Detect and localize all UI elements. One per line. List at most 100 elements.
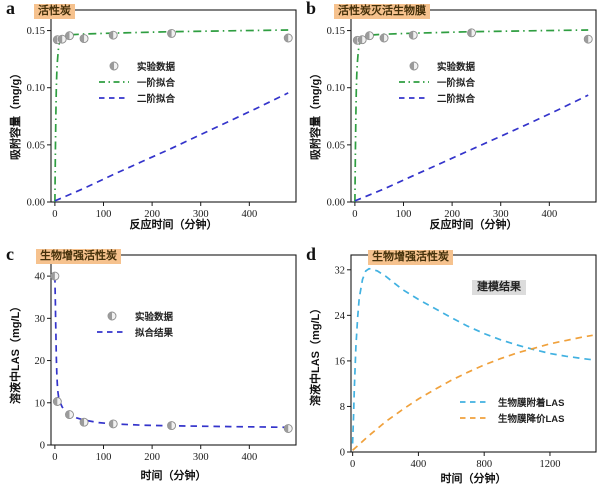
legend-line-sample-icon	[97, 330, 127, 333]
x-tick-label: 200	[144, 452, 160, 463]
data-point-marker	[409, 61, 419, 70]
x-tick-label: 0	[350, 459, 355, 470]
data-point-marker	[167, 421, 177, 431]
panel-b-title-badge: 活性炭灭活生物膜	[334, 4, 430, 19]
legend-item-label: 一阶拟合	[137, 77, 176, 89]
legend-line-sample-icon	[399, 80, 429, 83]
legend-item-label: 生物膜降价LAS	[498, 413, 565, 425]
legend-item-label: 生物膜附着LAS	[498, 397, 565, 409]
panel-d-annotation-badge: 建模结果	[472, 280, 526, 295]
legend-item: 拟合结果	[95, 324, 173, 339]
legend-item: 二阶拟合	[397, 90, 475, 105]
data-point-marker	[408, 30, 418, 40]
y-tick-label: 0.10	[27, 83, 45, 94]
data-point-marker	[467, 28, 477, 38]
legend-item-label: 拟合结果	[135, 327, 174, 339]
data-point-marker	[57, 34, 67, 44]
x-tick-label: 1200	[539, 459, 560, 470]
plot-border	[50, 9, 297, 203]
x-tick-label: 400	[541, 209, 557, 220]
panel-c-x-axis-label: 时间（分钟）	[140, 470, 207, 482]
legend-marker-icon	[109, 61, 119, 70]
y-tick-label: 0.10	[327, 83, 345, 94]
y-tick-label: 0.05	[27, 140, 45, 151]
panel-a-x-axis-label: 反应时间（分钟）	[129, 219, 218, 231]
panel-d-legend: 生物膜附着LAS 生物膜降价LAS	[458, 394, 565, 425]
legend-item-label: 实验数据	[135, 311, 174, 323]
panel-a-legend: 实验数据一阶拟合二阶拟合	[97, 58, 175, 105]
chart-b: 0 100 200 300 400 0.00 0.05 0.10 0.15	[327, 9, 597, 220]
y-tick-label: 0	[40, 441, 45, 452]
x-tick-label: 400	[241, 452, 257, 463]
legend-item: 生物膜降价LAS	[458, 410, 565, 425]
legend-marker-icon	[107, 311, 117, 320]
legend-item: 实验数据	[97, 58, 175, 73]
panel-c-title-badge: 生物增强活性炭	[36, 249, 121, 264]
panel-c-bioenhanced-carbon: 0 100 200 300 400 0 10 20 30 40 c 生物增强活性炭 时间（分钟） …	[0, 244, 300, 493]
panel-a-y-axis-label: 吸附容量（mg/g）	[10, 67, 22, 160]
data-point-marker	[65, 31, 74, 41]
panel-letter-c: c	[6, 244, 14, 264]
data-point-marker	[108, 419, 118, 429]
series-line	[354, 29, 589, 203]
legend-item-label: 一阶拟合	[437, 77, 476, 89]
data-point-marker	[283, 424, 293, 433]
data-point-marker	[109, 61, 119, 70]
x-tick-label: 300	[193, 209, 209, 220]
data-point-marker	[52, 397, 62, 406]
panel-d-x-axis-label: 时间（分钟）	[440, 473, 507, 485]
x-tick-label: 400	[241, 209, 257, 220]
x-tick-label: 400	[411, 459, 427, 470]
chart-c: 0 100 200 300 400 0 10 20 30 40	[35, 254, 297, 463]
plot-border	[350, 9, 597, 203]
y-tick-label: 20	[35, 356, 46, 367]
legend-marker-icon	[409, 61, 419, 70]
legend-item: 实验数据	[95, 308, 173, 323]
legend-line-sample-icon	[99, 80, 129, 83]
data-point-marker	[583, 34, 593, 44]
plot-border	[350, 254, 597, 453]
data-point-marker	[365, 31, 374, 41]
series-line	[354, 94, 589, 202]
series-line	[54, 276, 289, 429]
panel-c-y-axis-label: 溶液中LAS（mg/L）	[10, 300, 22, 404]
data-point-marker	[65, 410, 74, 420]
x-tick-label: 0	[52, 452, 57, 463]
y-tick-label: 40	[35, 272, 46, 283]
panel-b-x-axis-label: 反应时间（分钟）	[429, 219, 518, 231]
x-tick-label: 200	[144, 209, 160, 220]
x-tick-label: 100	[96, 209, 112, 220]
y-tick-label: 0.00	[27, 198, 45, 209]
data-point-marker	[108, 30, 118, 40]
series-line	[54, 92, 289, 202]
x-tick-label: 300	[493, 209, 509, 220]
series-line	[352, 334, 593, 451]
x-tick-label: 200	[444, 209, 460, 220]
panel-b-y-axis-label: 吸附容量（mg/g）	[310, 67, 322, 160]
panel-a-title-badge: 活性炭	[34, 4, 75, 19]
panel-letter-a: a	[6, 0, 15, 18]
data-point-marker	[79, 417, 89, 427]
panel-b-inactivated-biofilm: 0 100 200 300 400 0.00 0.05 0.10 0.15 b 活性炭灭活生物膜…	[300, 0, 600, 246]
y-tick-label: 10	[35, 398, 46, 409]
panel-d-y-axis-label: 溶液中LAS（mg/L）	[310, 302, 322, 406]
y-tick-label: 8	[340, 402, 345, 413]
legend-item: 一阶拟合	[97, 74, 175, 89]
legend-item-label: 二阶拟合	[437, 93, 476, 105]
chart-d: 0 400 800 1200 0 8 16 24 32	[335, 254, 597, 470]
panel-a-activated-carbon: 0 100 200 300 400 0.00 0.05 0.10 0.15 a 活性炭 反应时间…	[0, 0, 300, 246]
data-point-marker	[107, 311, 117, 320]
legend-line-sample-icon	[460, 416, 490, 419]
legend-item: 一阶拟合	[397, 74, 475, 89]
plot-border	[50, 254, 297, 446]
panel-c-legend: 实验数据 拟合结果	[95, 308, 173, 339]
x-tick-label: 100	[396, 209, 412, 220]
y-tick-label: 30	[35, 314, 46, 325]
series-line	[351, 267, 593, 444]
data-point-marker	[357, 35, 367, 45]
legend-item-label: 二阶拟合	[137, 93, 176, 105]
y-tick-label: 0.00	[327, 198, 345, 209]
x-tick-label: 0	[352, 209, 357, 220]
data-point-marker	[379, 33, 389, 43]
